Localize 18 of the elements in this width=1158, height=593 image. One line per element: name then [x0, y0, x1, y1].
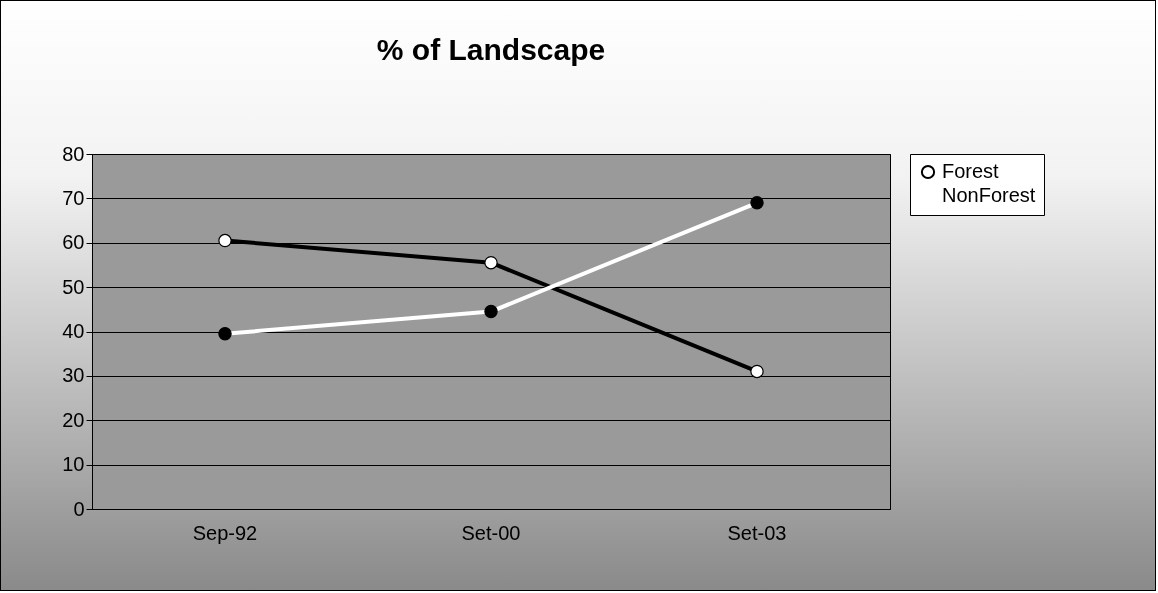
point — [750, 364, 764, 379]
point — [218, 233, 232, 248]
y-tick-label: 40 — [62, 320, 85, 342]
y-tick-label: 30 — [62, 364, 85, 387]
legend-label: Forest — [942, 160, 1000, 182]
point — [484, 256, 498, 270]
y-tick-label: 10 — [62, 453, 85, 476]
y-tick-label: 50 — [62, 275, 85, 298]
y-tick-label: 0 — [73, 497, 85, 520]
text: NonForest — [942, 184, 1036, 206]
y-tick-label: 60 — [62, 231, 85, 254]
y-tick-label: 80 — [62, 142, 85, 165]
y-tick-label: 20 — [62, 408, 85, 431]
x-tick-label: Sep-92 — [192, 521, 258, 544]
y-tick-label: 70 — [62, 186, 85, 209]
x-tick-label: Set-03 — [727, 521, 787, 544]
x-tick-label: Set-00 — [461, 521, 521, 544]
chart-title: % of Landscape — [376, 33, 606, 66]
